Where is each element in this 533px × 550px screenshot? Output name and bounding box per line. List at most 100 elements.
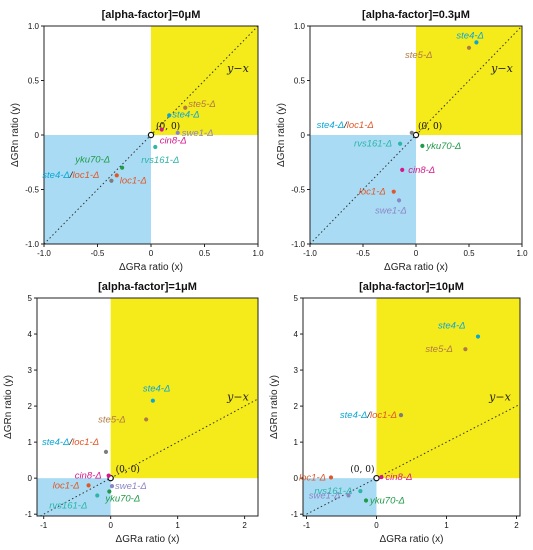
origin-marker bbox=[412, 131, 420, 139]
y-tick-label: -1.0 bbox=[25, 240, 39, 249]
y-axis-label: ΔGRn ratio (y) bbox=[3, 375, 14, 439]
point-label: ste4-Δ bbox=[143, 384, 171, 395]
point-label: cin8-Δ bbox=[75, 471, 102, 482]
data-point bbox=[363, 498, 369, 503]
y-tick-label: 0 bbox=[301, 131, 306, 140]
x-tick-label: -1 bbox=[40, 521, 48, 530]
data-point bbox=[475, 334, 481, 339]
y-tick-label: 2 bbox=[28, 402, 33, 411]
region-positive bbox=[376, 298, 520, 479]
origin-marker bbox=[373, 474, 380, 482]
y-tick-label: -0.5 bbox=[25, 186, 39, 195]
y-axis-label: ΔGRn ratio (y) bbox=[276, 103, 287, 167]
panel-title: [alpha-factor]=0μM bbox=[102, 9, 201, 21]
diagonal-line bbox=[40, 398, 259, 517]
point-label: ste5-Δ bbox=[98, 414, 126, 425]
y-tick-label: 1.0 bbox=[28, 22, 40, 31]
y-axis-label: ΔGRn ratio (y) bbox=[10, 103, 21, 167]
data-point bbox=[379, 474, 384, 480]
y-tick-label: 2 bbox=[294, 402, 299, 411]
data-point bbox=[103, 449, 109, 454]
data-point bbox=[86, 483, 91, 488]
point-label: ste4-Δ bbox=[172, 109, 200, 120]
y-tick-label: -1 bbox=[291, 510, 299, 519]
x-tick-label: 2 bbox=[514, 521, 519, 530]
x-tick-label: 0.5 bbox=[463, 249, 475, 258]
point-label: rvs161-Δ bbox=[314, 486, 352, 497]
data-point bbox=[120, 165, 125, 170]
data-point bbox=[398, 141, 403, 146]
point-label: swe1-Δ bbox=[115, 481, 147, 492]
panel-alpha-1: -1 0 1 2 -1 0 1 2 3 4 5 [alpha-factor]=1μM ΔGRa rati… bbox=[3, 281, 259, 545]
origin-marker bbox=[147, 131, 155, 139]
panel-alpha-10: -1 0 1 2 -1 0 1 2 3 4 5 [alpha-factor]=10μM ΔGRa rat… bbox=[269, 281, 521, 545]
data-point bbox=[391, 189, 396, 194]
data-point bbox=[409, 130, 414, 135]
y-tick-label: -0.5 bbox=[291, 186, 305, 195]
panel-alpha-0.3: -1.0 -0.5 0 0.5 1.0 -1.0 -0.5 0 0.5 1.0 [alpha-fac… bbox=[276, 9, 528, 273]
data-point bbox=[167, 113, 172, 118]
panel-title: [alpha-factor]=1μM bbox=[98, 281, 197, 293]
point-label: yku70-Δ bbox=[104, 493, 140, 504]
data-point bbox=[150, 398, 155, 403]
data-point bbox=[463, 347, 468, 352]
point-label: yku70-Δ bbox=[369, 496, 405, 507]
x-tick-label: -0.5 bbox=[91, 249, 105, 258]
plot-frame bbox=[302, 297, 521, 517]
point-label: cin8-Δ bbox=[385, 472, 412, 483]
point-label: swe1-Δ bbox=[375, 205, 407, 216]
y-tick-label: 4 bbox=[28, 330, 33, 339]
panel-title: [alpha-factor]=10μM bbox=[359, 281, 464, 293]
data-point bbox=[183, 105, 188, 110]
point-label: loc1-Δ bbox=[299, 472, 326, 483]
diagonal-label: y−x bbox=[490, 62, 513, 75]
data-point bbox=[358, 489, 363, 494]
data-point bbox=[106, 473, 111, 478]
y-axis-label: ΔGRn ratio (y) bbox=[269, 375, 280, 439]
y-tick-label: 0.5 bbox=[28, 77, 40, 86]
diagonal-label: y−x bbox=[226, 391, 249, 404]
y-tick-label: 5 bbox=[294, 294, 299, 303]
point-label: ste4-Δ/loc1-Δ bbox=[42, 170, 99, 181]
diagonal-label: y−x bbox=[226, 62, 249, 75]
y-tick-label: 0 bbox=[35, 131, 40, 140]
y-tick-label: 1 bbox=[294, 438, 299, 447]
point-label: rvs161-Δ bbox=[354, 139, 392, 150]
x-axis-label: ΔGRa ratio (x) bbox=[119, 262, 183, 273]
panel-title: [alpha-factor]=0.3μM bbox=[362, 9, 470, 21]
y-tick-label: -1 bbox=[25, 510, 33, 519]
x-axis-label: ΔGRa ratio (x) bbox=[380, 534, 444, 545]
data-point bbox=[328, 475, 334, 480]
point-label: ste4-Δ/loc1-Δ bbox=[42, 437, 99, 448]
x-tick-label: -1 bbox=[303, 521, 311, 530]
x-tick-label: 0 bbox=[108, 521, 113, 530]
y-tick-label: -1.0 bbox=[291, 240, 305, 249]
origin-label: (0, 0) bbox=[350, 464, 374, 475]
y-tick-label: 0 bbox=[294, 474, 299, 483]
point-label: swe1-Δ bbox=[309, 490, 341, 501]
x-tick-label: 0 bbox=[414, 249, 419, 258]
x-tick-label: 2 bbox=[242, 521, 247, 530]
data-point bbox=[144, 417, 149, 422]
y-tick-label: 1.0 bbox=[294, 22, 306, 31]
data-point bbox=[109, 483, 115, 489]
origin-label: (0, 0) bbox=[116, 464, 140, 475]
origin-label: (0, 0) bbox=[156, 121, 180, 132]
x-tick-label: 0.5 bbox=[199, 249, 211, 258]
data-point bbox=[159, 127, 164, 132]
region-positive bbox=[110, 298, 259, 479]
data-point bbox=[153, 144, 158, 150]
point-label: ste5-Δ bbox=[425, 344, 453, 355]
y-tick-label: 4 bbox=[294, 330, 299, 339]
origin-label: (0, 0) bbox=[418, 121, 442, 132]
plot-frame bbox=[36, 297, 259, 517]
point-label: loc1-Δ bbox=[120, 175, 147, 186]
x-tick-label: -1.0 bbox=[37, 249, 51, 258]
y-tick-label: 0 bbox=[28, 474, 33, 483]
y-tick-label: 3 bbox=[28, 366, 33, 375]
data-point bbox=[107, 489, 112, 494]
x-tick-label: -0.5 bbox=[356, 249, 370, 258]
y-tick-label: 0.5 bbox=[294, 77, 306, 86]
point-label: swe1-Δ bbox=[182, 128, 214, 139]
